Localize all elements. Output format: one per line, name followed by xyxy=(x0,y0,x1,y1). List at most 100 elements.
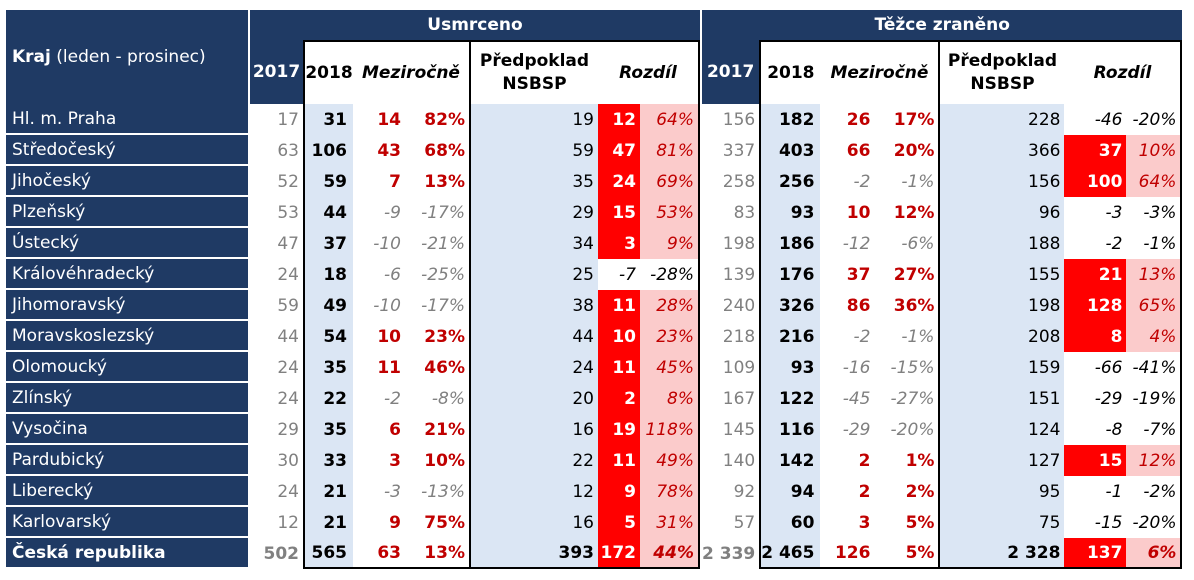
region-name: Pardubický xyxy=(6,445,248,476)
yoy-change-percent: -27% xyxy=(874,383,941,414)
value-2017: 167 xyxy=(700,383,760,414)
value-2018: 93 xyxy=(759,197,821,228)
value-2017: 109 xyxy=(700,352,760,383)
rozdil-value: -15 xyxy=(1094,512,1123,533)
col-predpoklad-line1: Předpoklad xyxy=(479,51,590,71)
region-name: Hl. m. Praha xyxy=(6,104,248,135)
yoy-change: 10 xyxy=(846,202,871,223)
rozdil-percent: -2% xyxy=(1126,476,1183,507)
group-header-tezce-zraneno: Těžce zraněno xyxy=(700,10,1183,40)
predpoklad-value: 22 xyxy=(471,445,598,476)
rozdil-percent: -3% xyxy=(1126,197,1183,228)
rozdil-value: 5 xyxy=(598,507,640,538)
value-2018: 93 xyxy=(759,352,821,383)
value-2018: 35 xyxy=(303,352,353,383)
predpoklad-value: 151 xyxy=(940,383,1065,414)
value-2018: 94 xyxy=(759,476,821,507)
predpoklad-value: 75 xyxy=(940,507,1065,538)
rozdil-percent: -7% xyxy=(1126,414,1183,445)
value-2017: 502 xyxy=(248,538,303,569)
region-name: Jihočeský xyxy=(6,166,248,197)
yoy-change: 86 xyxy=(846,295,871,316)
value-2017: 145 xyxy=(700,414,760,445)
yoy-change: -10 xyxy=(373,233,401,254)
yoy-change-percent: 13% xyxy=(405,538,471,569)
rozdil-percent: 10% xyxy=(1126,135,1183,166)
value-2018: 216 xyxy=(759,321,821,352)
col-2018-usmrceno: 2018 xyxy=(303,40,353,104)
yoy-change-percent: 17% xyxy=(874,104,941,135)
table-row: Královéhradecký 24 18 -6 -25% 25 -7 -28% 139 176 3… xyxy=(6,259,1183,290)
region-name: Zlínský xyxy=(6,383,248,414)
rozdil-percent: 8% xyxy=(640,383,700,414)
yoy-change-percent: -8% xyxy=(405,383,471,414)
value-2017: 83 xyxy=(700,197,760,228)
yoy-change: 126 xyxy=(820,538,875,569)
col-rozdil-tezce-zraneno: Rozdíl xyxy=(1064,40,1183,104)
value-2018: 122 xyxy=(759,383,821,414)
yoy-change: -9 xyxy=(384,202,401,223)
value-2018: 22 xyxy=(303,383,353,414)
kraj-header-bold: Kraj xyxy=(12,47,51,67)
yoy-change: -10 xyxy=(373,295,401,316)
yoy-change: 63 xyxy=(353,538,405,569)
rozdil-value: 15 xyxy=(598,197,640,228)
rozdil-percent: -41% xyxy=(1126,352,1183,383)
injury-statistics-table: Kraj (leden - prosinec) Usmrceno Těžce z… xyxy=(6,10,1183,569)
yoy-change-percent: -15% xyxy=(874,352,941,383)
value-2018: 59 xyxy=(303,166,353,197)
yoy-change: -6 xyxy=(384,264,401,285)
col-predpoklad-usmrceno: Předpoklad NSBSP xyxy=(471,40,598,104)
rozdil-value: 11 xyxy=(598,352,640,383)
yoy-change: -45 xyxy=(842,388,871,409)
yoy-change: -2 xyxy=(853,171,871,192)
predpoklad-value: 24 xyxy=(471,352,598,383)
value-2018: 403 xyxy=(759,135,821,166)
value-2017: 44 xyxy=(248,321,303,352)
rozdil-percent: 81% xyxy=(640,135,700,166)
rozdil-percent: 6% xyxy=(1126,538,1183,569)
rozdil-value: -29 xyxy=(1094,388,1123,409)
predpoklad-value: 12 xyxy=(471,476,598,507)
value-2018: 44 xyxy=(303,197,353,228)
yoy-change: 11 xyxy=(377,357,401,378)
col-predpoklad-tezce-zraneno: Předpoklad NSBSP xyxy=(940,40,1065,104)
rozdil-percent: 4% xyxy=(1126,321,1183,352)
table-row: Jihomoravský 59 49 -10 -17% 38 11 28% 240 326 86 36… xyxy=(6,290,1183,321)
yoy-change-percent: -13% xyxy=(405,476,471,507)
region-name: Královéhradecký xyxy=(6,259,248,290)
table-row: Středočeský 63 106 43 68% 59 47 81% 337 403 66 20% 3… xyxy=(6,135,1183,166)
value-2018: 565 xyxy=(303,538,353,569)
table-row: Plzeňský 53 44 -9 -17% 29 15 53% 83 93 10 12% 96 -3 -3… xyxy=(6,197,1183,228)
predpoklad-value: 29 xyxy=(471,197,598,228)
yoy-change: 66 xyxy=(846,140,871,161)
value-2017: 30 xyxy=(248,445,303,476)
yoy-change: 3 xyxy=(858,512,871,533)
predpoklad-value: 366 xyxy=(940,135,1065,166)
predpoklad-value: 2 328 xyxy=(940,538,1065,569)
table-total-row: Česká republika 502 565 63 13% 393 172 44% 2 339… xyxy=(6,538,1183,569)
region-name: Liberecký xyxy=(6,476,248,507)
predpoklad-value: 198 xyxy=(940,290,1065,321)
region-name: Olomoucký xyxy=(6,352,248,383)
predpoklad-value: 208 xyxy=(940,321,1065,352)
value-2017: 92 xyxy=(700,476,760,507)
value-2017: 24 xyxy=(248,476,303,507)
yoy-change: 10 xyxy=(377,326,401,347)
rozdil-percent: 23% xyxy=(640,321,700,352)
value-2017: 240 xyxy=(700,290,760,321)
col-2018-tezce-zraneno: 2018 xyxy=(759,40,821,104)
yoy-change: 43 xyxy=(377,140,401,161)
region-name: Karlovarský xyxy=(6,507,248,538)
region-name: Plzeňský xyxy=(6,197,248,228)
value-2017: 258 xyxy=(700,166,760,197)
yoy-change-percent: 2% xyxy=(874,476,941,507)
value-2018: 60 xyxy=(759,507,821,538)
predpoklad-value: 35 xyxy=(471,166,598,197)
region-name: Ústecký xyxy=(6,228,248,259)
region-name: Vysočina xyxy=(6,414,248,445)
value-2017: 47 xyxy=(248,228,303,259)
value-2018: 21 xyxy=(303,476,353,507)
table-row: Jihočeský 52 59 7 13% 35 24 69% 258 256 -2 -1% 156 10… xyxy=(6,166,1183,197)
value-2017: 57 xyxy=(700,507,760,538)
